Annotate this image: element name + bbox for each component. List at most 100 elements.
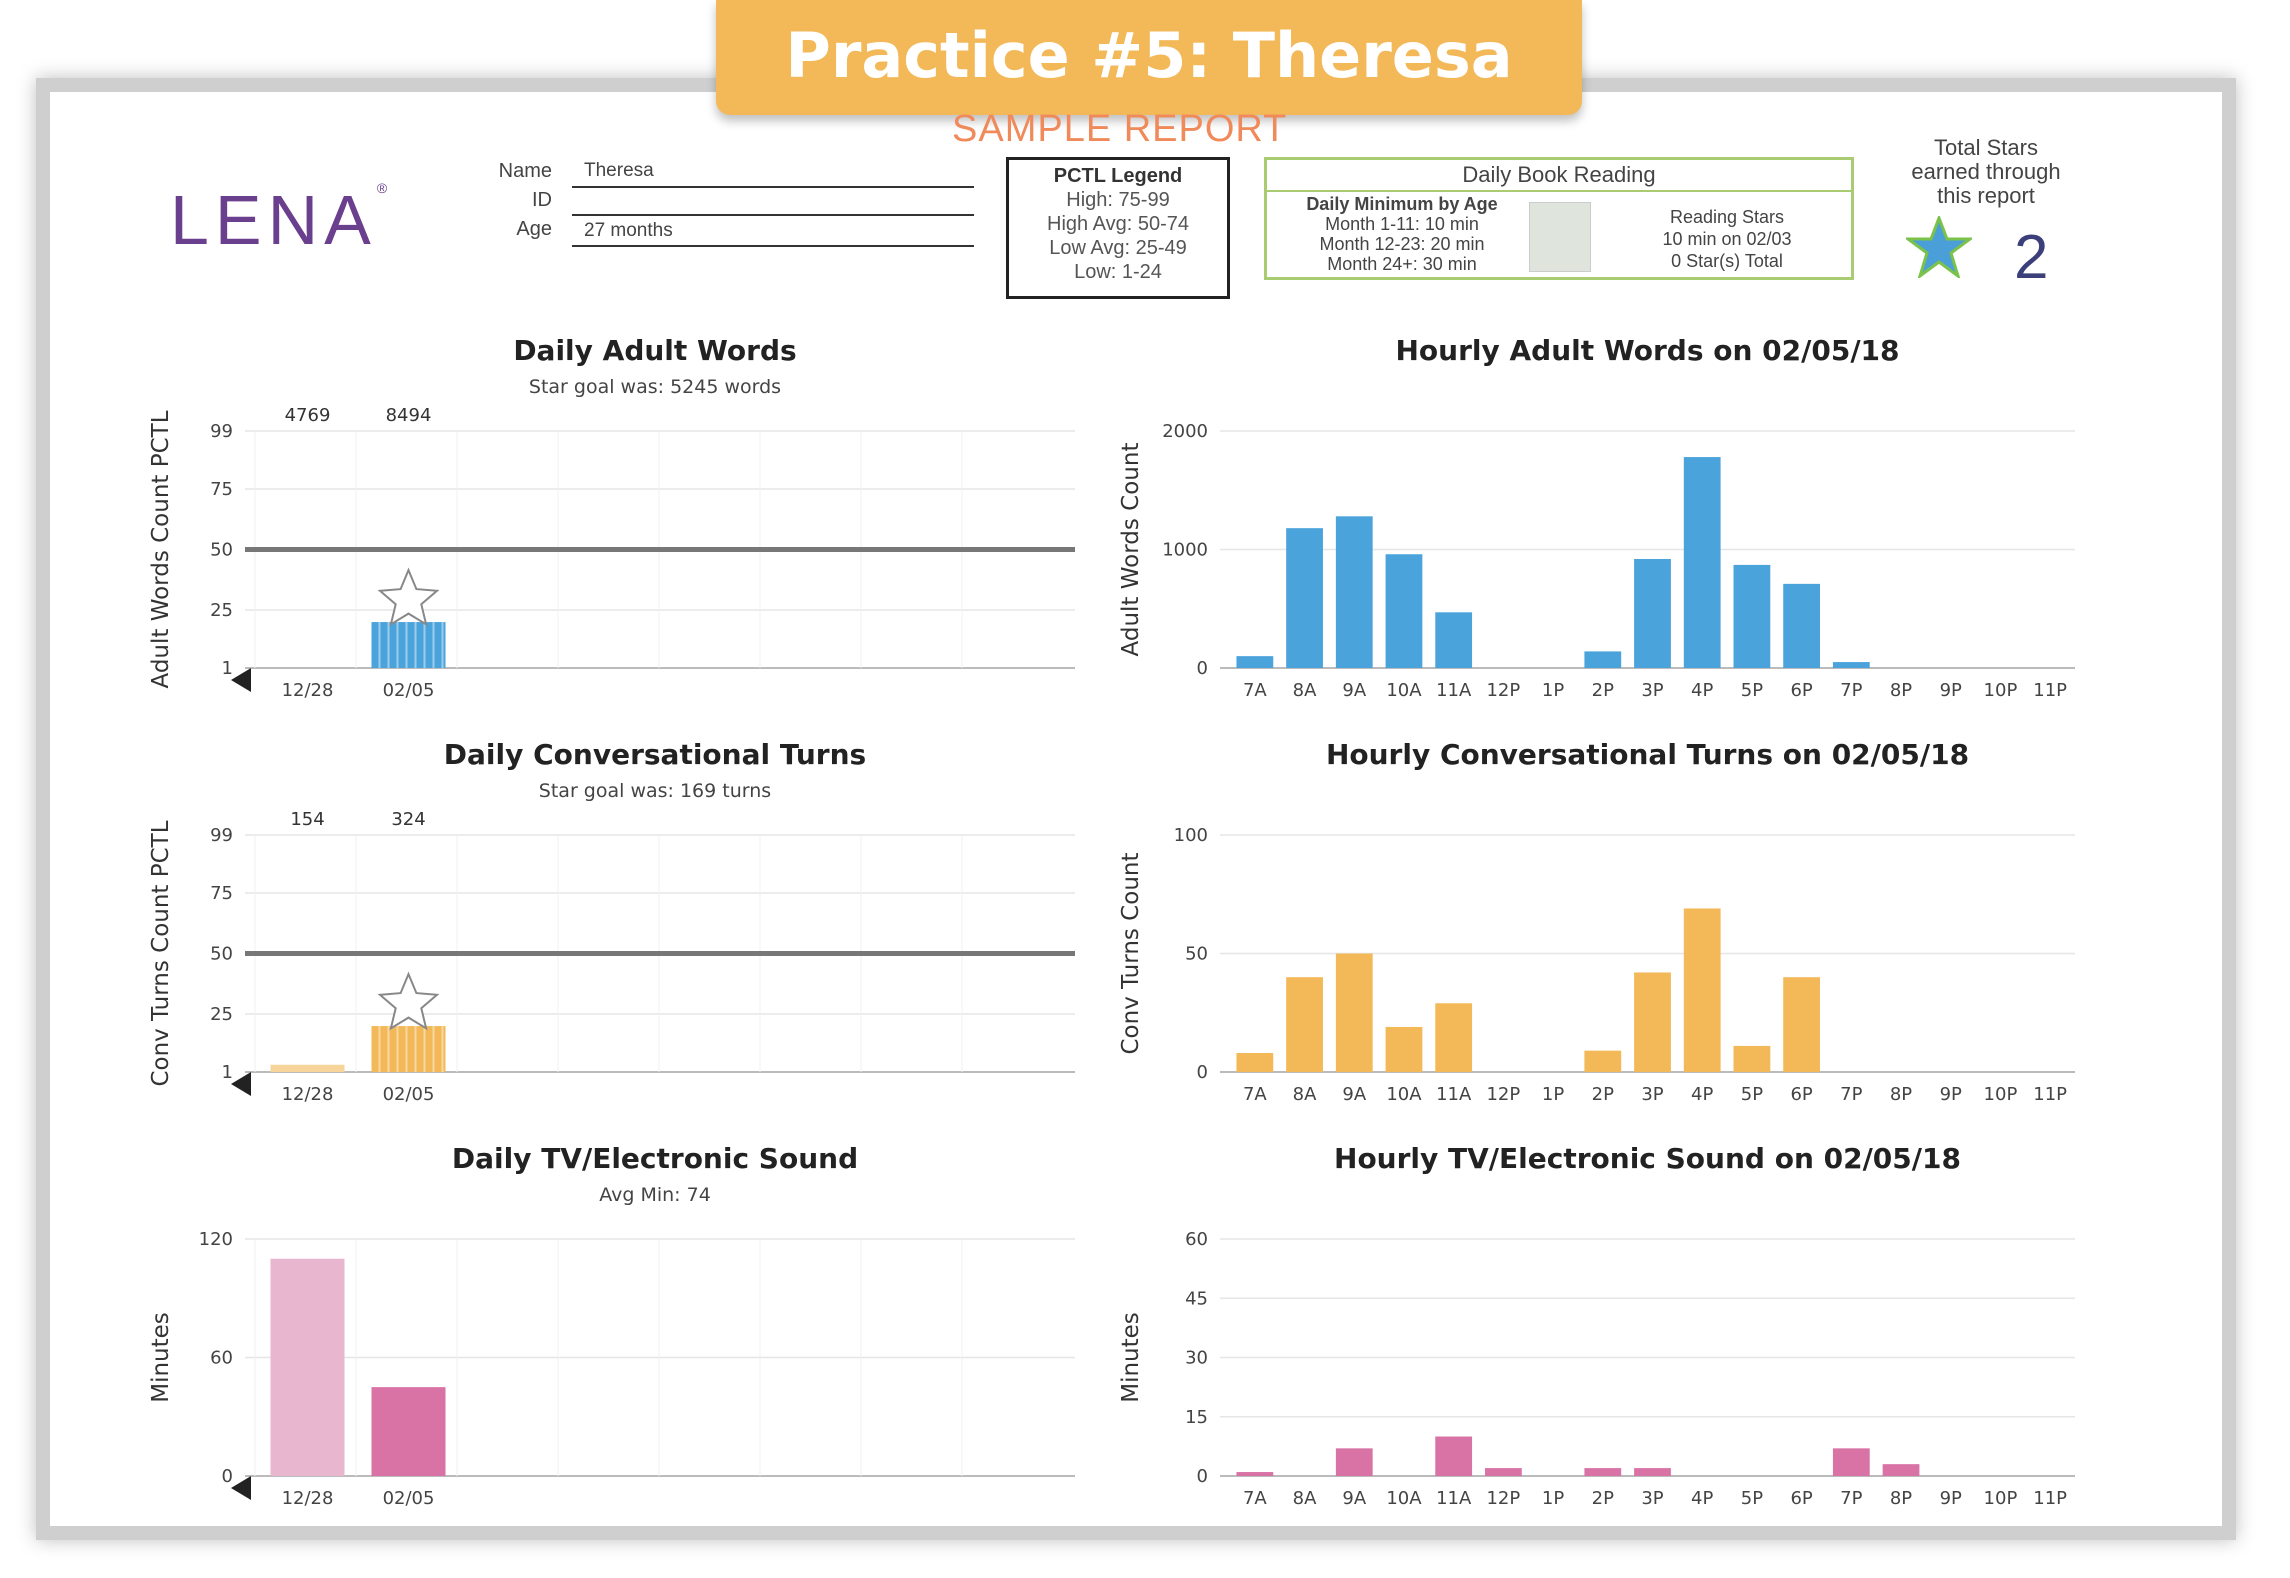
sample-report-label: SAMPLE REPORT <box>952 108 1288 150</box>
x-tick-label: 10P <box>1984 680 2018 701</box>
bar <box>1683 908 1721 1072</box>
x-tick-label: 2P <box>1592 680 1614 701</box>
x-tick-label: 5P <box>1741 1084 1763 1105</box>
y-axis-label: Adult Words Count PCTL <box>148 410 174 688</box>
y-tick-label: 75 <box>210 479 233 500</box>
x-tick-label: 4P <box>1691 1084 1713 1105</box>
y-tick-label: 0 <box>1197 1062 1208 1083</box>
x-tick-label: 11P <box>2033 1084 2067 1105</box>
x-tick-label: 11A <box>1436 680 1472 701</box>
chart-title: Daily Conversational Turns <box>444 738 866 771</box>
y-tick-label: 99 <box>210 421 233 442</box>
x-tick-label: 7P <box>1840 1488 1862 1509</box>
x-tick-label: 9A <box>1342 1488 1366 1509</box>
bar <box>1435 1436 1473 1476</box>
x-tick-label: 10A <box>1386 680 1422 701</box>
y-tick-label: 1 <box>222 1062 233 1083</box>
x-tick-label: 3P <box>1641 1488 1663 1509</box>
x-tick-label: 12P <box>1486 1488 1520 1509</box>
id-label: ID <box>532 189 552 211</box>
daily-minimum-line: Month 24+: 30 min <box>1327 254 1477 274</box>
total-stars-line: earned through <box>1911 159 2061 184</box>
x-tick-label: 12P <box>1486 1084 1520 1105</box>
chart-subtitle: Star goal was: 5245 words <box>529 376 781 398</box>
total-stars-caption: Total Stars earned through this report <box>1886 136 2086 208</box>
pctl-legend-line: Low Avg: 25-49 <box>1049 237 1187 259</box>
x-tick-label: 12/28 <box>282 1084 334 1105</box>
daily-conv-turns-chart: Daily Conversational Turns Star goal was:… <box>148 738 1075 1105</box>
bar <box>1435 612 1473 668</box>
y-tick-label: 15 <box>1185 1407 1208 1428</box>
x-tick-label: 11A <box>1436 1488 1472 1509</box>
x-tick-label: 8P <box>1890 1084 1912 1105</box>
y-axis-label: Conv Turns Count PCTL <box>148 820 174 1086</box>
bar <box>1236 656 1274 668</box>
data-label: 154 <box>290 809 324 830</box>
bar <box>1584 1468 1622 1476</box>
bar <box>1286 528 1323 668</box>
age-underline <box>572 245 974 247</box>
x-tick-label: 11P <box>2033 680 2067 701</box>
y-tick-label: 60 <box>210 1348 233 1369</box>
bar <box>1832 1448 1870 1476</box>
pctl-legend: PCTL Legend High: 75-99 High Avg: 50-74 … <box>1006 157 1230 299</box>
scroll-left-icon <box>231 1072 251 1096</box>
total-stars-line: this report <box>1937 183 2035 208</box>
x-tick-label: 7A <box>1243 680 1267 701</box>
report-frame <box>36 78 2236 1540</box>
bar <box>1783 977 1821 1072</box>
bar <box>1584 1050 1622 1072</box>
x-tick-label: 9P <box>1940 680 1962 701</box>
x-tick-label: 4P <box>1691 680 1713 701</box>
x-tick-label: 7P <box>1840 680 1862 701</box>
chart-subtitle: Star goal was: 169 turns <box>539 780 771 802</box>
y-tick-label: 60 <box>1185 1229 1208 1250</box>
x-tick-label: 5P <box>1741 1488 1763 1509</box>
x-tick-label: 3P <box>1641 680 1663 701</box>
name-label: Name <box>498 160 552 182</box>
x-tick-label: 10P <box>1984 1488 2018 1509</box>
daily-minimum-line: Month 1-11: 10 min <box>1325 214 1479 234</box>
bar <box>1286 977 1323 1072</box>
y-tick-label: 25 <box>210 600 233 621</box>
x-tick-label: 8P <box>1890 680 1912 701</box>
bar <box>1882 1464 1920 1476</box>
bar <box>1335 953 1373 1072</box>
x-tick-label: 7A <box>1243 1488 1267 1509</box>
x-tick-label: 6P <box>1790 1488 1812 1509</box>
x-tick-label: 6P <box>1790 680 1812 701</box>
bar <box>1335 516 1373 668</box>
y-axis-label: Adult Words Count <box>1118 443 1144 657</box>
y-tick-label: 50 <box>210 944 233 965</box>
total-stars-count: 2 <box>2014 223 2049 292</box>
x-tick-label: 12/28 <box>282 1488 334 1509</box>
bar <box>1484 1468 1522 1476</box>
y-axis-label: Minutes <box>148 1312 174 1403</box>
age-value: 27 months <box>584 220 673 241</box>
bar <box>1435 1003 1473 1072</box>
banner-title: Practice #5: Theresa <box>785 19 1513 92</box>
x-tick-label: 9P <box>1940 1488 1962 1509</box>
x-tick-label: 2P <box>1592 1488 1614 1509</box>
x-tick-label: 1P <box>1542 680 1564 701</box>
y-tick-label: 75 <box>210 883 233 904</box>
y-axis-label: Conv Turns Count <box>1118 853 1144 1055</box>
name-value: Theresa <box>584 160 654 181</box>
bar <box>1634 558 1671 668</box>
bar <box>371 1387 446 1476</box>
chart-title: Hourly Adult Words on 02/05/18 <box>1395 334 1899 367</box>
y-tick-label: 30 <box>1185 1348 1208 1369</box>
y-tick-label: 99 <box>210 825 233 846</box>
title-banner: Practice #5: Theresa <box>716 0 1582 115</box>
total-stars-line: Total Stars <box>1934 135 2038 160</box>
id-underline <box>572 214 974 216</box>
x-tick-label: 8A <box>1293 1488 1317 1509</box>
bar <box>1335 1448 1373 1476</box>
x-tick-label: 02/05 <box>383 680 435 701</box>
logo-text: LENA <box>170 181 377 259</box>
reading-stars-line: 0 Star(s) Total <box>1671 251 1783 271</box>
x-tick-label: 10A <box>1386 1488 1422 1509</box>
x-tick-label: 1P <box>1542 1488 1564 1509</box>
x-tick-label: 9A <box>1342 1084 1366 1105</box>
x-tick-label: 2P <box>1592 1084 1614 1105</box>
